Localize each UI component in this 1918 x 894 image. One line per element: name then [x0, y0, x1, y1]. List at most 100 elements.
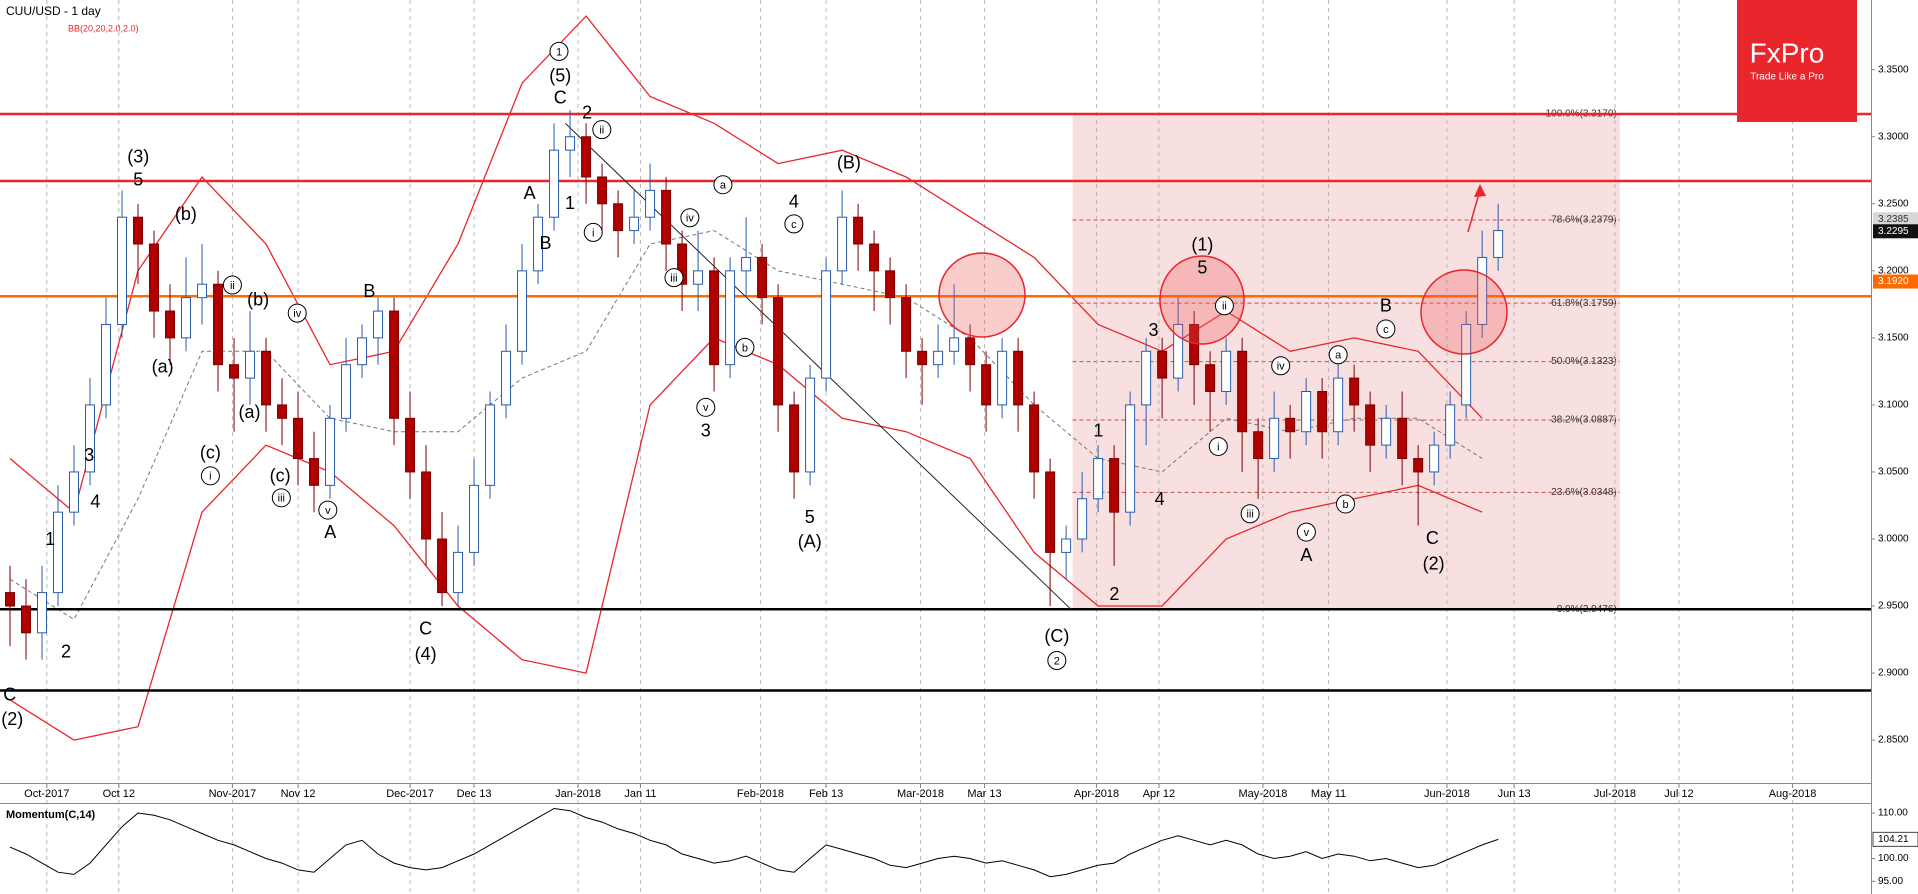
candle-body [709, 270, 720, 366]
x-tick-label: Apr 12 [1143, 788, 1175, 800]
wave-label: 4 [1155, 489, 1165, 509]
candle-body [53, 511, 64, 594]
momentum-title: Momentum(C,14) [6, 809, 96, 821]
wave-circle [1376, 319, 1396, 339]
x-tick-label: Jun 13 [1498, 788, 1531, 800]
wave-label: 5 [805, 507, 815, 527]
arrow [1467, 189, 1481, 233]
candle-body [1045, 471, 1056, 553]
candle-body [261, 350, 272, 406]
wave-label: 1 [1093, 420, 1103, 440]
candle-body [885, 270, 896, 299]
price-marker [1873, 212, 1918, 227]
x-tick-label: Feb 13 [809, 788, 843, 800]
chart-title: CUU/USD - 1 day [6, 4, 101, 18]
candle-body [773, 297, 784, 406]
wave-label: 4 [90, 491, 100, 511]
candle-body [1093, 458, 1104, 500]
candle-layer [5, 109, 1504, 660]
wave-label: (a) [152, 357, 174, 377]
candle-body [1109, 458, 1120, 513]
wave-label: A [524, 183, 536, 203]
y-tick-label: 3.0000 [1878, 534, 1909, 545]
indicator-label: BB(20,20,2.0,2.0) [68, 23, 139, 33]
price-marker-label: 3.2295 [1878, 226, 1909, 237]
candle-body [85, 404, 96, 473]
y-tick-label: 3.3000 [1878, 131, 1909, 142]
wave-label: (b) [175, 204, 197, 224]
fib-label: 23.6%(3.0348) [1551, 487, 1617, 498]
candle-body [629, 216, 640, 232]
wave-label: c [791, 219, 797, 231]
wave-label: iii [1246, 509, 1253, 521]
candle-body [1029, 404, 1040, 473]
wave-label: (3) [127, 146, 149, 166]
logo-box [1737, 0, 1857, 122]
wave-label: 2 [61, 642, 71, 662]
wave-label: 3 [84, 445, 94, 465]
x-tick-label: Aug-2018 [1769, 788, 1817, 800]
candle-body [501, 350, 512, 406]
wave-label: (2) [1, 709, 23, 729]
candle-body [805, 377, 816, 473]
candle-body [1285, 417, 1296, 433]
y-tick-label: 3.2500 [1878, 198, 1909, 209]
wave-label: 1 [556, 46, 562, 58]
price-marker-label: 3.2385 [1878, 214, 1909, 225]
wave-label: (5) [549, 66, 571, 86]
wave-label: iii [278, 493, 285, 505]
x-tick-label: Mar 13 [967, 788, 1001, 800]
wave-label: iii [670, 273, 677, 285]
panel-border [0, 803, 1871, 804]
fib-layer: 100.0%(3.3170)78.6%(3.2379)61.8%(3.1759)… [1072, 109, 1620, 615]
y-tick-label: 3.1500 [1878, 333, 1909, 344]
candle-body [533, 216, 544, 272]
momentum-tick-label: 100.00 [1878, 853, 1909, 864]
candle-body [1253, 431, 1264, 460]
candle-body [181, 297, 192, 339]
candle-body [853, 216, 864, 245]
candle-body [581, 136, 592, 178]
candle-body [293, 417, 304, 460]
candle-body [757, 256, 768, 299]
y-tick-label: 3.0500 [1878, 467, 1909, 478]
wave-label: B [1380, 296, 1392, 316]
logo-name: FxPro [1750, 37, 1825, 68]
wave-label: C [419, 618, 432, 638]
candle-body [469, 484, 480, 553]
candle-body [69, 471, 80, 513]
wave-label: b [1342, 499, 1348, 511]
x-tick-label: Oct-2017 [24, 788, 69, 800]
wave-label: v [703, 402, 709, 414]
wave-label: v [1304, 527, 1310, 539]
wave-circle [1240, 504, 1260, 524]
x-tick-label: Oct 12 [103, 788, 135, 800]
candle-body [21, 605, 32, 634]
momentum-line [9, 807, 1499, 878]
wave-circle [1214, 296, 1234, 316]
grid-layer [46, 0, 1794, 894]
candle-body [149, 243, 160, 312]
wave-circle [1328, 345, 1348, 365]
wave-circle [1208, 436, 1228, 456]
candle-body [1381, 417, 1392, 446]
candle-body [1413, 458, 1424, 473]
candle-body [357, 337, 368, 366]
candle-body [1429, 444, 1440, 473]
y-tick-label: 3.3500 [1878, 64, 1909, 75]
candle-body [693, 270, 704, 285]
candle-body [1221, 350, 1232, 393]
candle-body [1237, 350, 1248, 433]
momentum-marker [1872, 831, 1918, 847]
wave-circle [222, 275, 242, 295]
level-layer [0, 112, 1871, 692]
wave-label: A [1300, 545, 1312, 565]
candle-body [1333, 377, 1344, 433]
momentum-tick-label: 110.00 [1878, 808, 1908, 819]
fib-label: 61.8%(3.1759) [1551, 298, 1617, 309]
x-tick-label: Jul-2018 [1594, 788, 1636, 800]
candle-body [917, 350, 928, 366]
candle-body [405, 417, 416, 473]
